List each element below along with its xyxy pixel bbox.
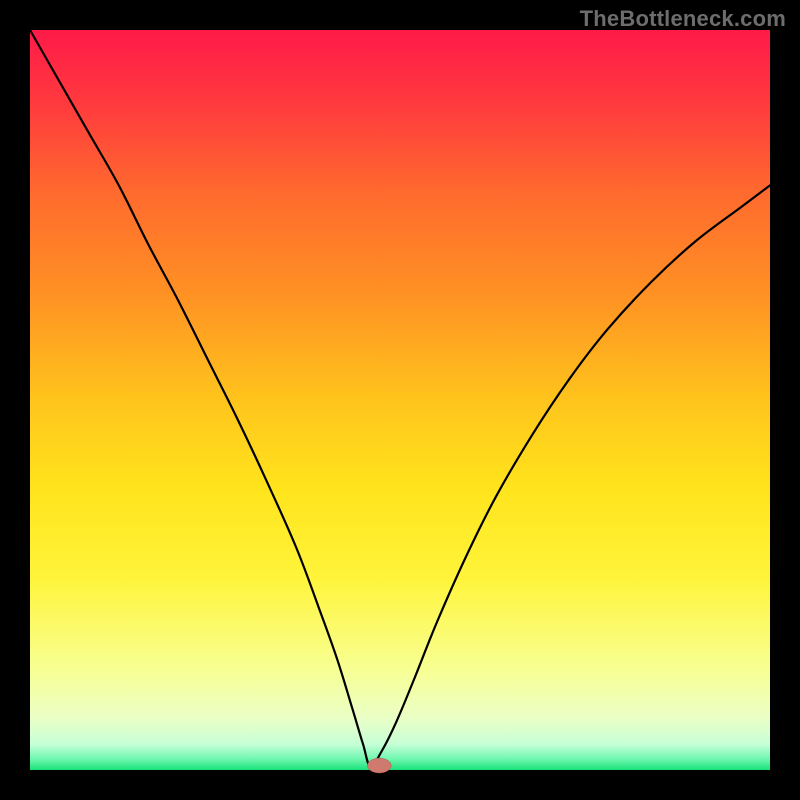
bottleneck-chart xyxy=(0,0,800,800)
plot-background xyxy=(30,30,770,770)
minimum-marker xyxy=(367,758,391,773)
watermark-text: TheBottleneck.com xyxy=(580,6,786,32)
chart-container: TheBottleneck.com xyxy=(0,0,800,800)
